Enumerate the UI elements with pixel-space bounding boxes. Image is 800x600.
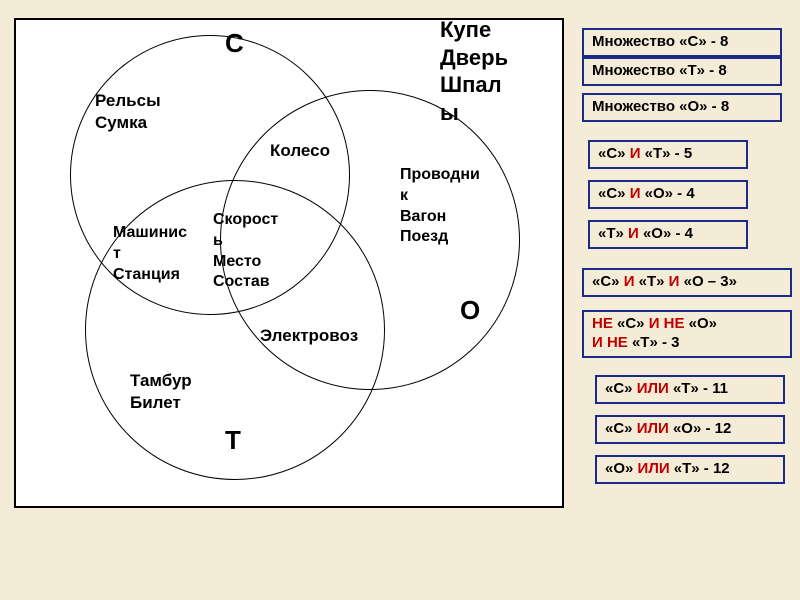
info-box-0: Множество «С» - 8 [582, 28, 782, 57]
info-box-text: ИЛИ [637, 420, 669, 437]
info-box-text: И [628, 225, 639, 242]
info-box-text: «Т» - 5 [640, 145, 692, 162]
info-box-text: И НЕ [649, 315, 685, 332]
info-box-text: Множество «Т» - 8 [592, 62, 727, 79]
info-box-text: ИЛИ [638, 460, 670, 477]
info-box-text: И [630, 185, 641, 202]
info-box-text: «Т» - 3 [628, 334, 680, 351]
info-box-text: «Т» - 11 [669, 380, 728, 397]
region-to: Электровоз [260, 325, 358, 347]
info-box-1: Множество «Т» - 8 [582, 57, 782, 86]
info-box-6: «С» И «Т» И «О – 3» [582, 268, 792, 297]
region-co: Колесо [270, 140, 330, 162]
info-box-text: «О» - 4 [639, 225, 693, 242]
info-box-text: «О» - 12 [669, 420, 732, 437]
info-box-text: И [630, 145, 641, 162]
region-o-only: Проводни к Вагон Поезд [400, 165, 480, 248]
outside-set-text: Купе Дверь Шпал ы [440, 16, 508, 126]
info-box-9: «С» ИЛИ «О» - 12 [595, 415, 785, 444]
info-box-text: «С» [592, 273, 624, 290]
region-c-only: Рельсы Сумка [95, 90, 161, 134]
info-box-text: «Т» [634, 273, 668, 290]
info-box-text: «О – 3» [679, 273, 737, 290]
info-box-text: «С» [598, 145, 630, 162]
set-label-t: Т [225, 425, 241, 456]
info-box-4: «С» И «О» - 4 [588, 180, 748, 209]
region-cto: Скорост ь Место Состав [213, 210, 278, 293]
info-box-text: И [624, 273, 635, 290]
info-box-text: ИЛИ [637, 380, 669, 397]
info-box-text: И НЕ [592, 334, 628, 351]
info-box-5: «Т» И «О» - 4 [588, 220, 748, 249]
info-box-text: «С» [613, 315, 649, 332]
info-box-10: «О» ИЛИ «Т» - 12 [595, 455, 785, 484]
info-box-text: «О» [605, 460, 638, 477]
info-box-text: «С» [605, 380, 637, 397]
info-box-text: «С» [605, 420, 637, 437]
info-box-3: «С» И «Т» - 5 [588, 140, 748, 169]
info-box-7: НЕ «С» И НЕ «О»И НЕ «Т» - 3 [582, 310, 792, 358]
info-box-text: НЕ [592, 315, 613, 332]
set-label-o: О [460, 295, 480, 326]
info-box-text: Множество «О» - 8 [592, 98, 729, 115]
info-box-text: Множество «С» - 8 [592, 33, 728, 50]
region-ct: Машинис т Станция [113, 223, 187, 285]
info-box-text: «Т» [598, 225, 628, 242]
info-box-text: «Т» - 12 [670, 460, 730, 477]
info-box-2: Множество «О» - 8 [582, 93, 782, 122]
info-box-text: «О» [685, 315, 718, 332]
info-box-8: «С» ИЛИ «Т» - 11 [595, 375, 785, 404]
set-label-c: С [225, 28, 244, 59]
info-box-text: «О» - 4 [640, 185, 694, 202]
info-box-text: «С» [598, 185, 630, 202]
info-box-text: И [669, 273, 680, 290]
region-t-only: Тамбур Билет [130, 370, 192, 414]
